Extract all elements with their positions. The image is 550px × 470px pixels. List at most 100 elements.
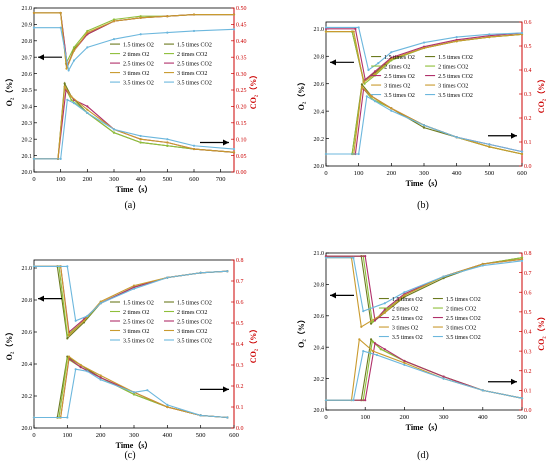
co2-series-line-4 xyxy=(34,85,235,160)
o2-series-point xyxy=(324,255,328,258)
o2-series-point xyxy=(403,294,406,297)
o2-tick-label: 21.0 xyxy=(314,251,325,257)
co2-series-point xyxy=(199,414,202,417)
o2-series-line-4 xyxy=(326,31,523,84)
co2-tick-label: 0.10 xyxy=(236,137,247,143)
o2-series-point xyxy=(362,81,365,84)
co2-series-point xyxy=(139,141,142,144)
o2-series-point xyxy=(520,259,524,262)
o2-series-point xyxy=(86,46,89,49)
co2-tick-label: 0.7 xyxy=(236,279,244,285)
legend-label-o2: 2.5 times O2 xyxy=(392,316,423,322)
x-tick-label: 0 xyxy=(324,170,327,177)
panel-label: (a) xyxy=(124,200,135,211)
co2-series-point xyxy=(166,405,169,409)
co2-series-point xyxy=(520,150,524,153)
o2-series-point xyxy=(66,334,69,337)
x-tick-label: 0 xyxy=(32,432,35,439)
o2-series-point xyxy=(364,255,367,258)
co2-series-point xyxy=(226,416,229,419)
o2-tick-label: 20.1 xyxy=(22,154,33,160)
o2-tick-label: 20.6 xyxy=(22,72,33,78)
o2-series-point xyxy=(324,256,328,259)
x-tick-label: 100 xyxy=(360,414,370,421)
o2-series-point xyxy=(192,29,196,33)
co2-arrow-head xyxy=(223,139,229,146)
o2-arrow-head xyxy=(330,59,336,66)
o2-series-point xyxy=(192,13,196,16)
co2-series-point xyxy=(455,136,458,139)
legend-label-co2: 3 times CO2 xyxy=(177,71,207,77)
o2-series-point xyxy=(383,308,386,311)
co2-tick-label: 0.7 xyxy=(524,271,532,277)
co2-series-point xyxy=(371,350,375,353)
o2-series-point xyxy=(360,325,363,328)
co2-series-point xyxy=(32,157,36,160)
co2-tick-label: 0.3 xyxy=(524,92,532,98)
o2-series-point xyxy=(403,292,406,295)
o2-series-point xyxy=(520,258,524,261)
co2-tick-label: 0.45 xyxy=(236,23,247,29)
co2-tick-label: 0.4 xyxy=(524,68,532,74)
co2-series-point xyxy=(403,363,406,366)
co2-series-point xyxy=(166,138,169,141)
legend-label-co2: 2 times CO2 xyxy=(177,52,207,58)
co2-series-point xyxy=(373,100,377,103)
o2-series-point xyxy=(59,11,62,15)
o2-series-point xyxy=(65,67,68,70)
o2-axis-label: O₂（%） xyxy=(296,315,306,348)
co2-series-point xyxy=(112,131,116,134)
legend-label-co2: 2.5 times CO2 xyxy=(438,74,473,80)
legend-label-o2: 2.5 times O2 xyxy=(123,61,154,67)
o2-tick-label: 20.8 xyxy=(22,298,33,304)
o2-series-point xyxy=(383,302,386,305)
o2-tick-label: 20.8 xyxy=(314,54,325,60)
x-tick-label: 400 xyxy=(136,176,146,183)
o2-series-point xyxy=(422,46,426,50)
co2-series-point xyxy=(66,357,69,360)
co2-series-point xyxy=(63,82,66,85)
co2-series-point xyxy=(362,350,365,353)
co2-tick-label: 0.4 xyxy=(524,330,532,336)
co2-series-point xyxy=(370,95,373,98)
o2-tick-label: 20.5 xyxy=(22,88,33,94)
o2-series-point xyxy=(232,13,236,16)
x-tick-label: 400 xyxy=(452,170,462,177)
co2-tick-label: 0.15 xyxy=(236,121,247,127)
chart-panel-b: 0 100 200 300 400 500 600 20.0 20.2 20.4 20.6 20.8 2… xyxy=(296,20,546,211)
co2-tick-label: 0.40 xyxy=(236,39,247,45)
co2-series-point xyxy=(86,108,89,111)
o2-series-point xyxy=(362,309,365,313)
legend-label-o2: 3 times O2 xyxy=(392,325,418,331)
co2-series-point xyxy=(99,376,102,379)
o2-series-point xyxy=(66,337,69,340)
co2-series-point xyxy=(166,144,169,147)
co2-series-point xyxy=(360,83,364,86)
co2-series-point xyxy=(66,98,69,101)
o2-series-point xyxy=(352,256,355,259)
chart-panel-c: 0 100 200 300 400 500 600 20.0 20.2 20.4 20.6 20.8 2… xyxy=(4,258,258,461)
co2-series-point xyxy=(192,144,196,147)
co2-tick-label: 0.4 xyxy=(236,342,244,348)
legend-label-co2: 3 times CO2 xyxy=(177,329,207,335)
o2-series-point xyxy=(324,26,328,29)
co2-tick-label: 0.2 xyxy=(236,384,244,390)
plot-frame xyxy=(325,252,523,411)
co2-arrow-head xyxy=(511,378,517,385)
o2-series-point xyxy=(132,287,136,290)
co2-tick-label: 0.05 xyxy=(236,154,247,160)
x-tick-label: 200 xyxy=(96,432,106,439)
legend-label-o2: 1.5 times O2 xyxy=(392,297,423,303)
co2-series-point xyxy=(79,363,82,367)
o2-tick-label: 20.8 xyxy=(22,39,33,45)
legend: 1.5 times O2 1.5 times CO2 2 times O2 2 tim… xyxy=(378,297,481,341)
legend-label-co2: 3.5 times CO2 xyxy=(177,80,212,86)
legend-label-co2: 2 times CO2 xyxy=(438,64,468,70)
o2-series-point xyxy=(488,35,491,39)
o2-series-point xyxy=(59,26,62,29)
x-tick-label: 600 xyxy=(517,170,527,177)
co2-series-point xyxy=(70,98,73,101)
legend-label-co2: 2.5 times CO2 xyxy=(177,319,212,325)
co2-tick-label: 0.3 xyxy=(236,363,244,369)
o2-tick-label: 20.6 xyxy=(314,82,325,88)
